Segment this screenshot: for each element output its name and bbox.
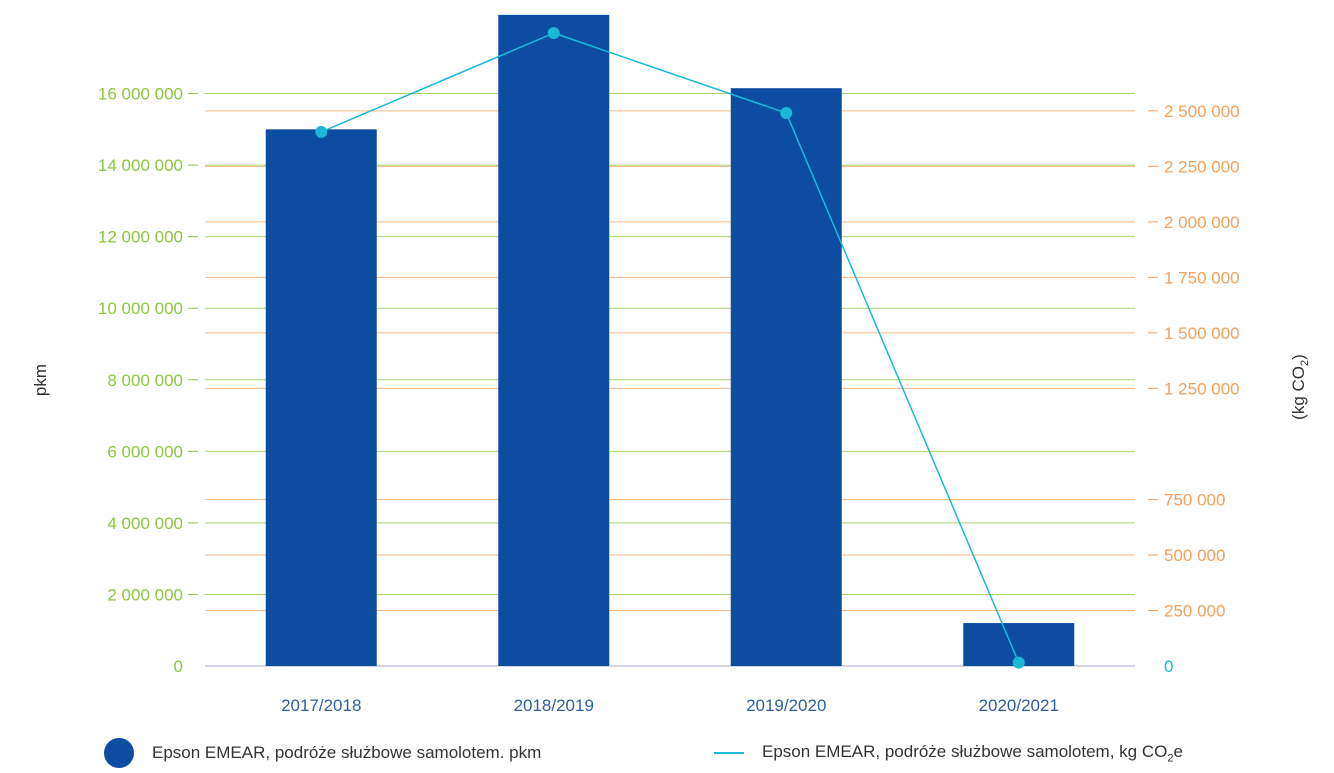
right-tick-label: 2 500 000: [1164, 102, 1240, 121]
left-tick-label: 10 000 000: [98, 299, 183, 318]
right-axis-ticks: 0 250 000 500 000 750 000 1 250 000 1 500 000…: [1148, 102, 1240, 676]
left-axis-ticks: 0 2 000 000 4 000 000 6 000 000 8 000 000 10 …: [98, 85, 198, 676]
bar-2018-2019: [498, 14, 610, 667]
category-label: 2017/2018: [281, 696, 361, 715]
bar-2017-2018: [265, 129, 377, 667]
right-tick-label: 2 000 000: [1164, 213, 1240, 232]
left-tick-label: 0: [174, 657, 183, 676]
legend-bar-label: Epson EMEAR, podróże służbowe samolotem.…: [152, 743, 542, 762]
left-tick-label: 6 000 000: [107, 442, 183, 461]
legend-line-swatch: [714, 752, 744, 754]
left-tick-label: 16 000 000: [98, 85, 183, 104]
bar-2019-2020: [730, 88, 842, 666]
right-tick-label: 1 500 000: [1164, 324, 1240, 343]
left-tick-label: 12 000 000: [98, 228, 183, 247]
right-tick-label: 750 000: [1164, 490, 1225, 509]
legend-line-label: Epson EMEAR, podróże służbowe samolotem,…: [762, 741, 1183, 765]
left-tick-label: 14 000 000: [98, 156, 183, 175]
right-tick-label: 2 250 000: [1164, 157, 1240, 176]
right-tick-label: 0: [1164, 657, 1173, 676]
right-tick-label: 250 000: [1164, 601, 1225, 620]
legend-item-bar: Epson EMEAR, podróże służbowe samolotem.…: [104, 738, 541, 768]
co2-line: [320, 32, 1020, 663]
left-tick-label: 4 000 000: [107, 514, 183, 533]
left-tick-label: 8 000 000: [107, 371, 183, 390]
chart-svg: 0 2 000 000 4 000 000 6 000 000 8 000 000 10 …: [31, 14, 1311, 715]
right-tick-label: 500 000: [1164, 546, 1225, 565]
co2-point-2018-2019: [547, 27, 560, 40]
category-label: 2019/2020: [746, 696, 826, 715]
category-label: 2018/2019: [514, 696, 594, 715]
category-labels: 2017/2018 2018/2019 2019/2020 2020/2021: [281, 696, 1059, 715]
right-tick-label: 1 750 000: [1164, 268, 1240, 287]
co2-point-2017-2018: [315, 125, 328, 138]
left-tick-label: 2 000 000: [107, 585, 183, 604]
left-axis-label: pkm: [31, 364, 50, 396]
bars: [265, 14, 1075, 667]
right-axis-label: (kg CO2): [1289, 354, 1311, 420]
legend-bar-swatch: [104, 738, 134, 768]
co2-point-2020-2021: [1012, 656, 1025, 669]
legend-item-line: Epson EMEAR, podróże służbowe samolotem,…: [714, 738, 1183, 768]
category-label: 2020/2021: [979, 696, 1059, 715]
right-tick-label: 1 250 000: [1164, 379, 1240, 398]
co2-point-2019-2020: [780, 107, 793, 120]
line-series: [315, 27, 1025, 669]
